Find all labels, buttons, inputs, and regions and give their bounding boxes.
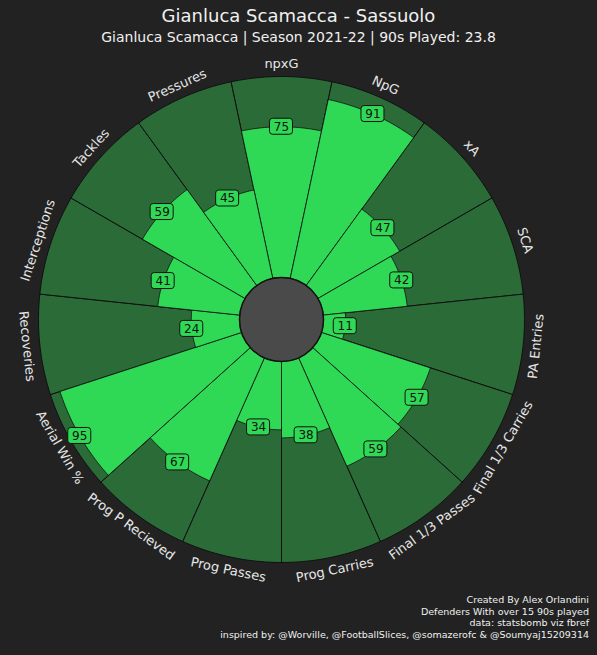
svg-text:SCA: SCA bbox=[514, 225, 536, 255]
svg-text:Prog Carries: Prog Carries bbox=[295, 554, 376, 585]
svg-text:59: 59 bbox=[155, 205, 170, 219]
svg-text:45: 45 bbox=[220, 191, 235, 205]
svg-text:NpG: NpG bbox=[370, 73, 402, 98]
svg-text:Pressures: Pressures bbox=[146, 66, 209, 105]
svg-text:PA Entries: PA Entries bbox=[525, 313, 547, 380]
svg-text:75: 75 bbox=[274, 120, 289, 134]
svg-text:42: 42 bbox=[394, 273, 409, 287]
svg-text:38: 38 bbox=[298, 428, 313, 442]
svg-text:xA: xA bbox=[461, 137, 483, 159]
svg-text:Recoveries: Recoveries bbox=[16, 310, 38, 382]
svg-text:Tackles: Tackles bbox=[69, 125, 112, 171]
html-text:Gianluca Scamacca | Season 202: Gianluca Scamacca | Season 2021-22 | 90s… bbox=[101, 29, 496, 45]
svg-text:Prog P Recieved: Prog P Recieved bbox=[85, 490, 178, 563]
svg-text:11: 11 bbox=[338, 319, 353, 333]
svg-text:Final 1/3 Carries: Final 1/3 Carries bbox=[470, 398, 536, 497]
svg-text:41: 41 bbox=[156, 274, 171, 288]
svg-text:59: 59 bbox=[368, 442, 383, 456]
svg-text:67: 67 bbox=[170, 455, 185, 469]
svg-text:47: 47 bbox=[375, 221, 390, 235]
svg-text:Final 1/3 Passes: Final 1/3 Passes bbox=[386, 490, 478, 563]
svg-text:95: 95 bbox=[72, 429, 87, 443]
html-text:Defenders With over 15 90s pla: Defenders With over 15 90s played bbox=[420, 605, 589, 617]
svg-text:Aerial Win %: Aerial Win % bbox=[33, 408, 87, 487]
svg-text:Prog Passes: Prog Passes bbox=[189, 554, 267, 585]
svg-text:24: 24 bbox=[184, 322, 199, 336]
svg-text:91: 91 bbox=[365, 107, 380, 121]
svg-text:npxG: npxG bbox=[264, 56, 298, 71]
svg-text:34: 34 bbox=[251, 420, 266, 434]
html-text:inspired by: @Worville, @Footb: inspired by: @Worville, @FootballSlices,… bbox=[220, 628, 589, 640]
html-text:data: statsbomb viz fbref: data: statsbomb viz fbref bbox=[469, 617, 589, 628]
html-text:Created By Alex Orlandini: Created By Alex Orlandini bbox=[466, 594, 589, 605]
html-text:Gianluca Scamacca - Sassuolo: Gianluca Scamacca - Sassuolo bbox=[161, 5, 436, 26]
svg-text:Interceptions: Interceptions bbox=[17, 197, 58, 283]
svg-text:57: 57 bbox=[409, 391, 424, 405]
